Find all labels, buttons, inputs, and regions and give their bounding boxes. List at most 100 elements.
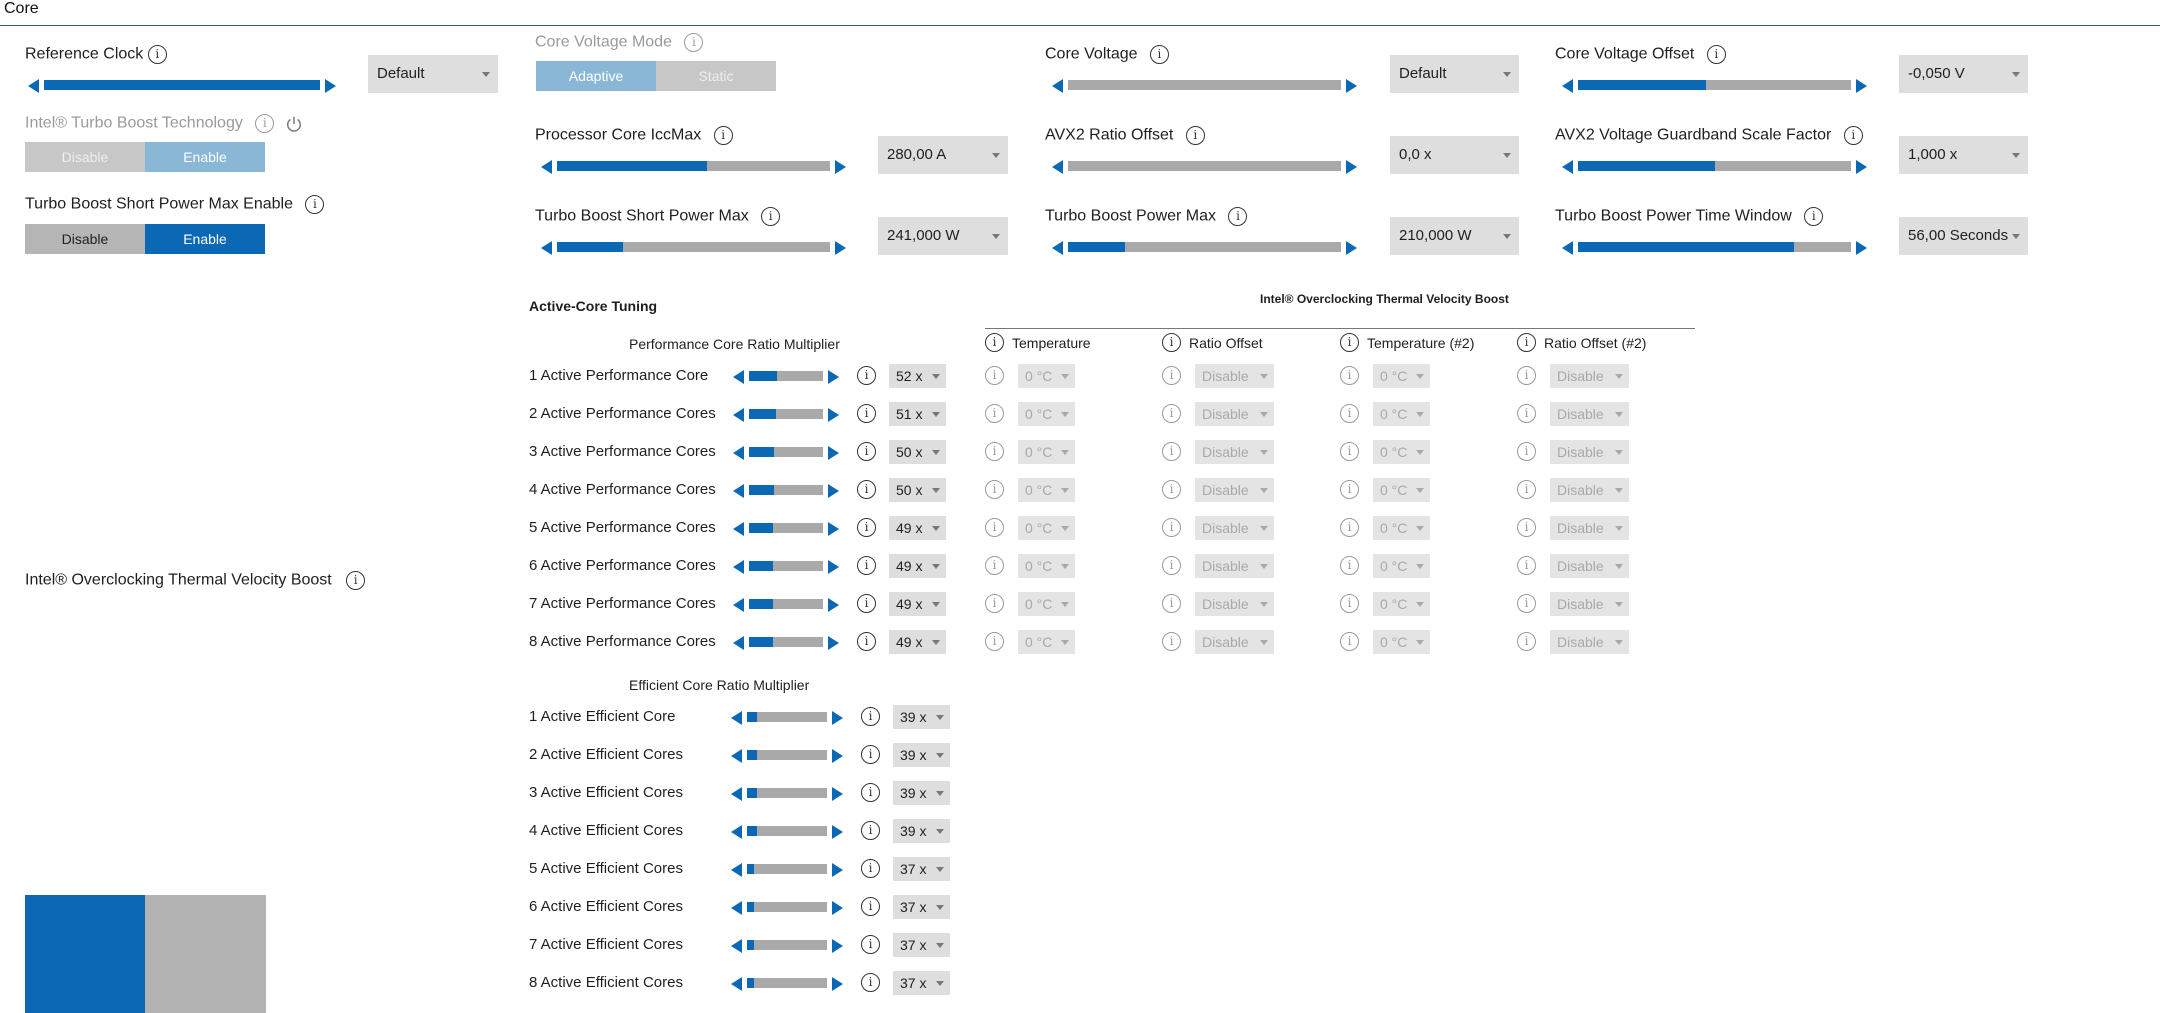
info-icon[interactable]: i <box>985 556 1004 575</box>
info-icon[interactable]: i <box>1340 333 1359 352</box>
perf-ratio-dropdown[interactable]: 50 x <box>889 440 946 464</box>
info-icon[interactable]: i <box>1228 207 1248 226</box>
info-icon[interactable]: i <box>346 571 366 590</box>
info-icon[interactable]: i <box>1517 442 1536 461</box>
info-icon[interactable]: i <box>1706 45 1726 64</box>
ratio-slider[interactable] <box>733 520 839 536</box>
temperature-dropdown[interactable]: 0 °C <box>1373 440 1430 464</box>
arrow-left-icon[interactable] <box>733 560 744 574</box>
slider-track[interactable] <box>1068 242 1341 252</box>
info-icon[interactable]: i <box>861 897 880 916</box>
core-voltage-offset-dropdown[interactable]: -0,050 V <box>1899 55 2028 93</box>
temperature-dropdown[interactable]: 0 °C <box>1018 402 1075 426</box>
info-icon[interactable]: i <box>861 973 880 992</box>
ratio-slider[interactable] <box>733 482 839 498</box>
power-icon[interactable] <box>285 115 303 133</box>
ratio-slider[interactable] <box>733 634 839 650</box>
short-power-max-slider[interactable] <box>541 239 846 255</box>
slider-track[interactable] <box>749 447 823 457</box>
slider-track[interactable] <box>749 371 823 381</box>
temperature-dropdown[interactable]: 0 °C <box>1373 478 1430 502</box>
info-icon[interactable]: i <box>1340 556 1359 575</box>
core-voltage-offset-slider[interactable] <box>1562 77 1867 93</box>
info-icon[interactable]: i <box>857 632 876 651</box>
info-icon[interactable]: i <box>1162 594 1181 613</box>
ratio-offset-dropdown[interactable]: Disable <box>1550 402 1629 426</box>
arrow-left-icon[interactable] <box>733 370 744 384</box>
info-icon[interactable]: i <box>305 195 325 214</box>
arrow-left-icon[interactable] <box>541 160 552 174</box>
ratio-slider[interactable] <box>731 747 843 763</box>
slider-track[interactable] <box>747 864 827 874</box>
slider-track[interactable] <box>747 940 827 950</box>
arrow-left-icon[interactable] <box>1562 79 1573 93</box>
info-icon[interactable]: i <box>1162 366 1181 385</box>
ratio-offset-dropdown[interactable]: Disable <box>1195 630 1274 654</box>
arrow-right-icon[interactable] <box>828 446 839 460</box>
eff-ratio-dropdown[interactable]: 37 x <box>893 895 950 919</box>
info-icon[interactable]: i <box>861 783 880 802</box>
ratio-offset-dropdown[interactable]: Disable <box>1550 592 1629 616</box>
temperature-dropdown[interactable]: 0 °C <box>1018 554 1075 578</box>
temperature-dropdown[interactable]: 0 °C <box>1373 592 1430 616</box>
arrow-right-icon[interactable] <box>1856 79 1867 93</box>
arrow-left-icon[interactable] <box>731 825 742 839</box>
arrow-right-icon[interactable] <box>832 749 843 763</box>
arrow-left-icon[interactable] <box>731 939 742 953</box>
slider-track[interactable] <box>1578 161 1851 171</box>
ratio-offset-dropdown[interactable]: Disable <box>1195 554 1274 578</box>
ratio-offset-dropdown[interactable]: Disable <box>1550 554 1629 578</box>
perf-ratio-dropdown[interactable]: 49 x <box>889 592 946 616</box>
avx2-guardband-slider[interactable] <box>1562 158 1867 174</box>
ratio-slider[interactable] <box>733 444 839 460</box>
info-icon[interactable]: i <box>1517 594 1536 613</box>
arrow-right-icon[interactable] <box>832 939 843 953</box>
perf-ratio-dropdown[interactable]: 49 x <box>889 554 946 578</box>
temperature-dropdown[interactable]: 0 °C <box>1373 364 1430 388</box>
slider-track[interactable] <box>747 978 827 988</box>
eff-ratio-dropdown[interactable]: 39 x <box>893 819 950 843</box>
info-icon[interactable]: i <box>1517 366 1536 385</box>
arrow-left-icon[interactable] <box>733 522 744 536</box>
arrow-right-icon[interactable] <box>832 863 843 877</box>
ratio-offset-dropdown[interactable]: Disable <box>1195 440 1274 464</box>
info-icon[interactable]: i <box>1340 518 1359 537</box>
info-icon[interactable]: i <box>1517 632 1536 651</box>
arrow-left-icon[interactable] <box>1052 79 1063 93</box>
arrow-left-icon[interactable] <box>731 787 742 801</box>
eff-ratio-dropdown[interactable]: 39 x <box>893 743 950 767</box>
ratio-offset-dropdown[interactable]: Disable <box>1550 364 1629 388</box>
temperature-dropdown[interactable]: 0 °C <box>1018 516 1075 540</box>
avx2-ratio-offset-slider[interactable] <box>1052 158 1357 174</box>
perf-ratio-dropdown[interactable]: 49 x <box>889 630 946 654</box>
slider-track[interactable] <box>749 409 823 419</box>
info-icon[interactable]: i <box>1340 366 1359 385</box>
info-icon[interactable]: i <box>1162 632 1181 651</box>
iccmax-slider[interactable] <box>541 158 846 174</box>
arrow-right-icon[interactable] <box>1346 160 1357 174</box>
arrow-left-icon[interactable] <box>1052 241 1063 255</box>
arrow-left-icon[interactable] <box>733 408 744 422</box>
info-icon[interactable]: i <box>1162 442 1181 461</box>
arrow-right-icon[interactable] <box>828 522 839 536</box>
info-icon[interactable]: i <box>1517 518 1536 537</box>
info-icon[interactable]: i <box>857 518 876 537</box>
info-icon[interactable]: i <box>1162 404 1181 423</box>
perf-ratio-dropdown[interactable]: 49 x <box>889 516 946 540</box>
slider-track[interactable] <box>557 242 830 252</box>
reference-clock-slider[interactable] <box>28 77 336 93</box>
eff-ratio-dropdown[interactable]: 37 x <box>893 857 950 881</box>
temperature-dropdown[interactable]: 0 °C <box>1373 554 1430 578</box>
info-icon[interactable]: i <box>985 632 1004 651</box>
arrow-right-icon[interactable] <box>832 711 843 725</box>
info-icon[interactable]: i <box>985 404 1004 423</box>
ratio-slider[interactable] <box>731 709 843 725</box>
ratio-offset-dropdown[interactable]: Disable <box>1195 592 1274 616</box>
info-icon[interactable]: i <box>857 442 876 461</box>
ratio-offset-dropdown[interactable]: Disable <box>1195 478 1274 502</box>
arrow-right-icon[interactable] <box>835 241 846 255</box>
arrow-right-icon[interactable] <box>828 560 839 574</box>
info-icon[interactable]: i <box>1517 333 1536 352</box>
info-icon[interactable]: i <box>1340 594 1359 613</box>
info-icon[interactable]: i <box>861 707 880 726</box>
